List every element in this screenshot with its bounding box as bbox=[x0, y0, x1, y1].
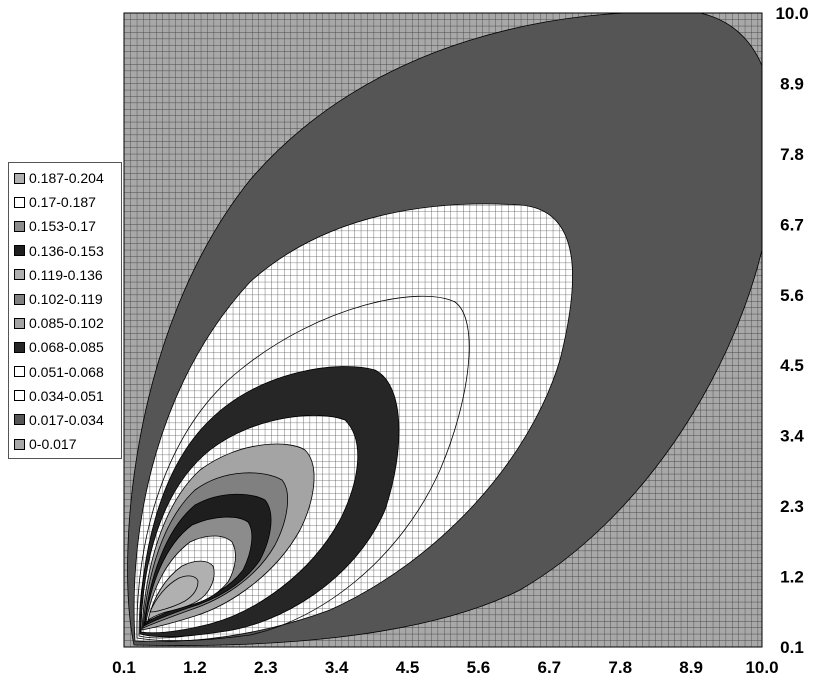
y-tick-label: 4.5 bbox=[780, 356, 804, 375]
legend-label: 0.187-0.204 bbox=[29, 170, 104, 187]
legend-swatch bbox=[14, 293, 25, 305]
x-tick-label: 2.3 bbox=[254, 658, 278, 677]
legend-label: 0.017-0.034 bbox=[29, 411, 104, 428]
legend-swatch bbox=[14, 438, 25, 450]
contour-band-12 bbox=[147, 560, 215, 621]
x-tick-label: 3.4 bbox=[325, 658, 349, 677]
legend-label: 0-0.017 bbox=[29, 436, 77, 453]
y-tick-label: 10.0 bbox=[775, 4, 808, 23]
legend-item: 0.068-0.085 bbox=[9, 335, 121, 359]
x-tick-label: 10.0 bbox=[745, 658, 778, 677]
legend: 0.187-0.204 0.17-0.187 0.153-0.17 0.136-0.1… bbox=[8, 162, 122, 460]
legend-swatch bbox=[14, 269, 25, 281]
y-tick-label: 8.9 bbox=[780, 74, 804, 93]
legend-swatch bbox=[14, 220, 25, 232]
x-tick-label: 1.2 bbox=[183, 658, 207, 677]
legend-swatch bbox=[14, 172, 25, 184]
legend-label: 0.085-0.102 bbox=[29, 315, 104, 332]
legend-label: 0.102-0.119 bbox=[29, 291, 103, 308]
legend-item: 0.187-0.204 bbox=[9, 166, 121, 190]
x-tick-label: 0.1 bbox=[112, 658, 136, 677]
legend-swatch bbox=[14, 366, 25, 378]
legend-item: 0.119-0.136 bbox=[9, 263, 121, 287]
legend-item: 0.102-0.119 bbox=[9, 287, 121, 311]
x-tick-label: 7.8 bbox=[608, 658, 632, 677]
y-tick-label: 3.4 bbox=[780, 427, 804, 446]
legend-label: 0.068-0.085 bbox=[29, 339, 104, 356]
legend-label: 0.153-0.17 bbox=[29, 218, 96, 235]
legend-label: 0.17-0.187 bbox=[29, 194, 96, 211]
legend-item: 0.085-0.102 bbox=[9, 311, 121, 335]
plot-border bbox=[123, 12, 763, 648]
y-tick-label: 1.2 bbox=[780, 568, 804, 587]
y-tick-label: 6.7 bbox=[780, 215, 804, 234]
x-axis-ticks: 0.1 1.2 2.3 3.4 4.5 5.6 6.7 7.8 8.9 10.0 bbox=[112, 658, 778, 677]
legend-item: 0.051-0.068 bbox=[9, 360, 121, 384]
legend-swatch bbox=[14, 245, 25, 257]
x-tick-label: 4.5 bbox=[396, 658, 420, 677]
plot-area bbox=[124, 13, 762, 647]
legend-swatch bbox=[14, 317, 25, 329]
legend-item: 0.17-0.187 bbox=[9, 190, 121, 214]
legend-item: 0.136-0.153 bbox=[9, 239, 121, 263]
legend-label: 0.136-0.153 bbox=[29, 242, 104, 259]
y-axis-ticks: 10.0 8.9 7.8 6.7 5.6 4.5 3.4 2.3 1.2 0.1 bbox=[775, 4, 808, 657]
contour-band-3 bbox=[136, 295, 470, 642]
legend-swatch bbox=[14, 390, 25, 402]
y-tick-label: 7.8 bbox=[780, 145, 804, 164]
legend-swatch bbox=[14, 341, 25, 353]
x-tick-label: 6.7 bbox=[538, 658, 562, 677]
legend-swatch bbox=[14, 414, 25, 426]
y-tick-label: 0.1 bbox=[780, 638, 804, 657]
legend-label: 0.119-0.136 bbox=[29, 266, 103, 283]
x-tick-label: 8.9 bbox=[679, 658, 703, 677]
legend-swatch bbox=[14, 196, 25, 208]
legend-label: 0.051-0.068 bbox=[29, 363, 104, 380]
legend-item: 0.017-0.034 bbox=[9, 408, 121, 432]
legend-item: 0.153-0.17 bbox=[9, 214, 121, 238]
legend-item: 0.034-0.051 bbox=[9, 384, 121, 408]
y-tick-label: 5.6 bbox=[780, 286, 804, 305]
x-tick-label: 5.6 bbox=[467, 658, 491, 677]
legend-label: 0.034-0.051 bbox=[29, 387, 104, 404]
y-tick-label: 2.3 bbox=[780, 497, 804, 516]
contour-band-13 bbox=[149, 575, 199, 613]
legend-item: 0-0.017 bbox=[9, 432, 121, 456]
